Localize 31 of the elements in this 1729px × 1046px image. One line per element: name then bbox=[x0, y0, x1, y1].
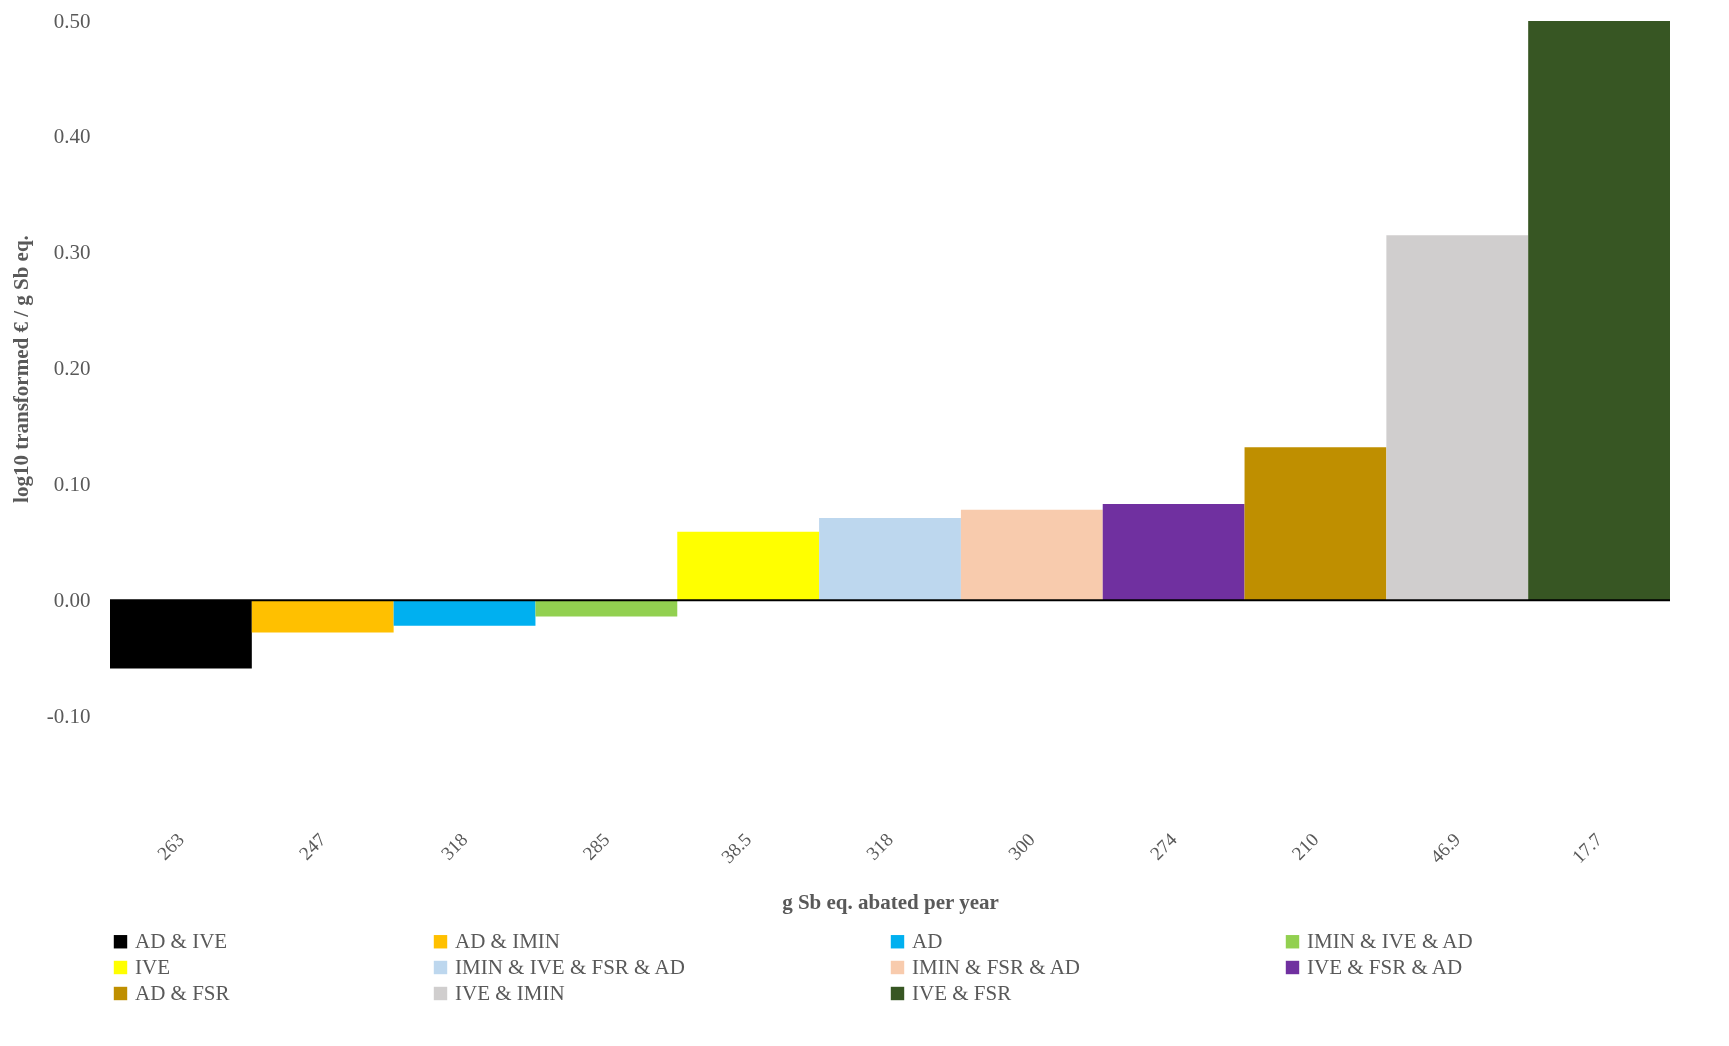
legend-label: IVE bbox=[135, 954, 170, 979]
y-tick-label: 0.00 bbox=[53, 587, 91, 612]
legend-label: IMIN & IVE & AD bbox=[1307, 928, 1473, 953]
y-tick-label: 0.40 bbox=[53, 124, 91, 149]
x-tick-label: 210 bbox=[1287, 828, 1323, 864]
y-tick-label: -0.10 bbox=[46, 703, 91, 728]
x-tick-label: 38.5 bbox=[716, 828, 756, 868]
x-tick-label: 247 bbox=[294, 828, 330, 864]
legend-label: IVE & IMIN bbox=[455, 980, 565, 1005]
legend-label: IMIN & FSR & AD bbox=[912, 954, 1081, 979]
y-tick-label: 0.10 bbox=[53, 471, 91, 496]
legend-label: AD & IVE bbox=[135, 928, 228, 953]
x-tick-label: 46.9 bbox=[1425, 828, 1465, 868]
legend-label: AD bbox=[912, 928, 943, 953]
legend-label: AD & IMIN bbox=[455, 928, 560, 953]
x-axis-title: g Sb eq. abated per year bbox=[782, 890, 999, 915]
x-tick-label: 274 bbox=[1145, 828, 1182, 864]
x-tick-label: 318 bbox=[862, 828, 898, 864]
legend-label: IVE & FSR bbox=[912, 980, 1012, 1005]
y-tick-label: 0.30 bbox=[53, 240, 91, 265]
y-tick-label: 0.20 bbox=[53, 356, 91, 380]
legend-label: IVE & FSR & AD bbox=[1307, 954, 1463, 979]
legend-label: IMIN & IVE & FSR & AD bbox=[455, 954, 685, 979]
x-tick-label: 263 bbox=[152, 828, 188, 864]
legend-label: AD & FSR bbox=[135, 980, 230, 1005]
y-axis-title: log10 transformed € / g Sb eq. bbox=[8, 235, 33, 503]
x-tick-label: 285 bbox=[578, 828, 614, 864]
x-tick-label: 300 bbox=[1003, 828, 1039, 864]
y-tick-label: 0.50 bbox=[53, 8, 91, 33]
x-tick-label: 318 bbox=[436, 828, 472, 864]
x-tick-label: 17.7 bbox=[1567, 828, 1607, 868]
